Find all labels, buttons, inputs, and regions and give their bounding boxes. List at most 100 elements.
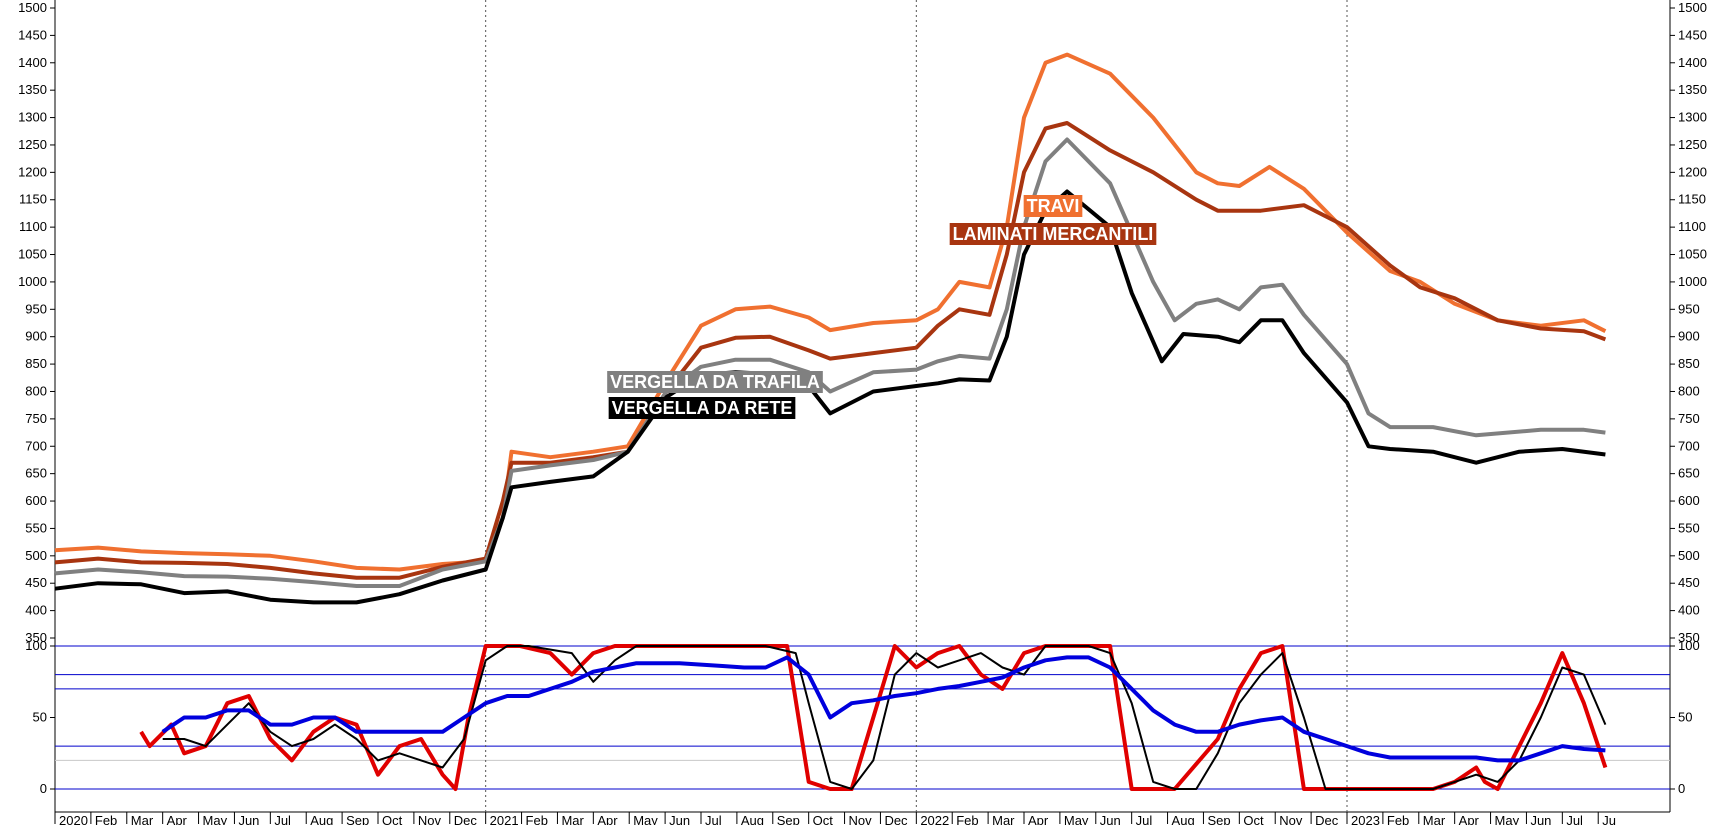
price-y-1300-label-left: 1300 bbox=[18, 110, 47, 125]
osc-y-50-label-right: 50 bbox=[1678, 710, 1692, 725]
price-y-1200-label-right: 1200 bbox=[1678, 164, 1707, 179]
price-y-450-label-left: 450 bbox=[25, 575, 47, 590]
label-trafila-background bbox=[607, 371, 823, 393]
series-lines bbox=[54, 52, 1608, 791]
price-y-1150-label-right: 1150 bbox=[1678, 192, 1706, 207]
x-tick-label: Oct bbox=[382, 813, 403, 825]
price-y-1200-label-left: 1200 bbox=[18, 164, 47, 179]
chart-frame bbox=[54, 0, 1671, 813]
x-tick-label: Mar bbox=[131, 813, 154, 825]
x-tick-label: Oct bbox=[813, 813, 834, 825]
x-tick-label: Jul bbox=[274, 813, 291, 825]
x-tick-label: Aug bbox=[741, 813, 764, 825]
x-tick-label: Aug bbox=[1172, 813, 1195, 825]
price-y-900-label-right: 900 bbox=[1678, 329, 1700, 344]
x-tick-label: Feb bbox=[526, 813, 548, 825]
x-tick-label: Apr bbox=[1028, 813, 1049, 825]
price-y-1400-label-left: 1400 bbox=[18, 55, 47, 70]
x-tick-label: Feb bbox=[956, 813, 978, 825]
price-y-400-label-right: 400 bbox=[1678, 603, 1700, 618]
price-y-600-label-left: 600 bbox=[25, 493, 47, 508]
x-tick-label: Apr bbox=[167, 813, 188, 825]
x-tick-label: Sep bbox=[1207, 813, 1230, 825]
price-y-1500-label-right: 1500 bbox=[1678, 0, 1707, 15]
price-rete-line bbox=[54, 189, 1606, 605]
x-tick-label: May bbox=[1064, 813, 1089, 825]
price-y-850-label-left: 850 bbox=[25, 356, 47, 371]
x-axis-ticks: 2020 Feb Mar Apr May Jun Jul Aug Sep Oct Nov Dec 202… bbox=[54, 0, 1616, 825]
price-y-350-label-right: 350 bbox=[1678, 630, 1700, 645]
price-y-1350-label-right: 1350 bbox=[1678, 82, 1707, 97]
x-tick-label: 2020 bbox=[59, 813, 88, 825]
x-tick-label: Feb bbox=[1387, 813, 1409, 825]
x-tick-label: Apr bbox=[597, 813, 618, 825]
price-y-350-label-left: 350 bbox=[25, 630, 47, 645]
x-tick-label: Ju bbox=[1602, 813, 1616, 825]
x-tick-label: May bbox=[203, 813, 228, 825]
price-y-1150-label-left: 1150 bbox=[19, 192, 47, 207]
label-travi: TRAVI bbox=[1027, 196, 1080, 216]
price-y-700-label-right: 700 bbox=[1678, 438, 1700, 453]
label-rete-background bbox=[608, 397, 796, 419]
osc-osc_black-line bbox=[162, 645, 1607, 790]
price-y-550-label-right: 550 bbox=[1678, 520, 1700, 535]
osc-y-0-label-left: 0 bbox=[40, 781, 47, 796]
x-tick-label: Jun bbox=[1100, 813, 1121, 825]
x-tick-label: 2023 bbox=[1351, 813, 1380, 825]
x-tick-label: Apr bbox=[1459, 813, 1480, 825]
x-tick-label: Jul bbox=[705, 813, 722, 825]
price-y-1100-label-left: 1100 bbox=[19, 219, 47, 234]
price-y-1050-label-left: 1050 bbox=[18, 247, 47, 262]
x-tick-label: Nov bbox=[418, 813, 442, 825]
price-y-1500-label-left: 1500 bbox=[18, 0, 47, 15]
price-y-1100-label-right: 1100 bbox=[1678, 219, 1706, 234]
price-y-1000-label-left: 1000 bbox=[18, 274, 47, 289]
price-trafila-line bbox=[54, 137, 1606, 588]
x-tick-label: Aug bbox=[310, 813, 333, 825]
price-y-1400-label-right: 1400 bbox=[1678, 55, 1707, 70]
label-laminati-background bbox=[949, 223, 1157, 245]
price-laminati-line bbox=[54, 121, 1607, 580]
osc-osc_blue-line bbox=[161, 655, 1606, 763]
price-y-450-label-right: 450 bbox=[1678, 575, 1700, 590]
price-y-1250-label-left: 1250 bbox=[18, 137, 47, 152]
series-labels: TRAVI LAMINATI MERCANTILI VERGELLA DA TRAF… bbox=[607, 195, 1157, 419]
x-tick-label: Mar bbox=[1423, 813, 1446, 825]
label-travi-background bbox=[1023, 195, 1083, 217]
x-tick-label: Dec bbox=[884, 813, 908, 825]
price-y-600-label-right: 600 bbox=[1678, 493, 1700, 508]
osc-y-100-label-left: 100 bbox=[25, 638, 47, 653]
price-y-500-label-left: 500 bbox=[25, 548, 47, 563]
price-y-850-label-right: 850 bbox=[1678, 356, 1700, 371]
price-y-1350-label-left: 1350 bbox=[18, 82, 47, 97]
x-tick-label: Jun bbox=[669, 813, 690, 825]
price-y-950-label-left: 950 bbox=[25, 301, 47, 316]
price-y-750-label-left: 750 bbox=[25, 411, 47, 426]
x-tick-label: Dec bbox=[1315, 813, 1339, 825]
x-tick-label: May bbox=[633, 813, 658, 825]
price-y-1050-label-right: 1050 bbox=[1678, 247, 1707, 262]
price-y-1300-label-right: 1300 bbox=[1678, 110, 1707, 125]
price-y-750-label-right: 750 bbox=[1678, 411, 1700, 426]
x-tick-label: Jul bbox=[1566, 813, 1583, 825]
price-y-700-label-left: 700 bbox=[25, 438, 47, 453]
x-tick-label: Nov bbox=[849, 813, 873, 825]
x-tick-label: Mar bbox=[561, 813, 584, 825]
price-travi-line bbox=[54, 52, 1607, 572]
x-tick-label: Mar bbox=[992, 813, 1015, 825]
price-y-550-label-left: 550 bbox=[25, 520, 47, 535]
x-tick-label: Dec bbox=[454, 813, 478, 825]
x-tick-label: Jun bbox=[238, 813, 259, 825]
osc-y-50-label-left: 50 bbox=[33, 710, 47, 725]
osc-y-100-label-right: 100 bbox=[1678, 638, 1700, 653]
price-y-400-label-left: 400 bbox=[25, 603, 47, 618]
price-y-1250-label-right: 1250 bbox=[1678, 137, 1707, 152]
label-rete: VERGELLA DA RETE bbox=[612, 398, 793, 418]
x-tick-label: Oct bbox=[1243, 813, 1264, 825]
x-tick-label: 2021 bbox=[490, 813, 519, 825]
x-tick-label: Jul bbox=[1136, 813, 1153, 825]
price-y-1450-label-right: 1450 bbox=[1678, 27, 1707, 42]
x-tick-label: Nov bbox=[1279, 813, 1303, 825]
price-y-800-label-right: 800 bbox=[1678, 383, 1700, 398]
